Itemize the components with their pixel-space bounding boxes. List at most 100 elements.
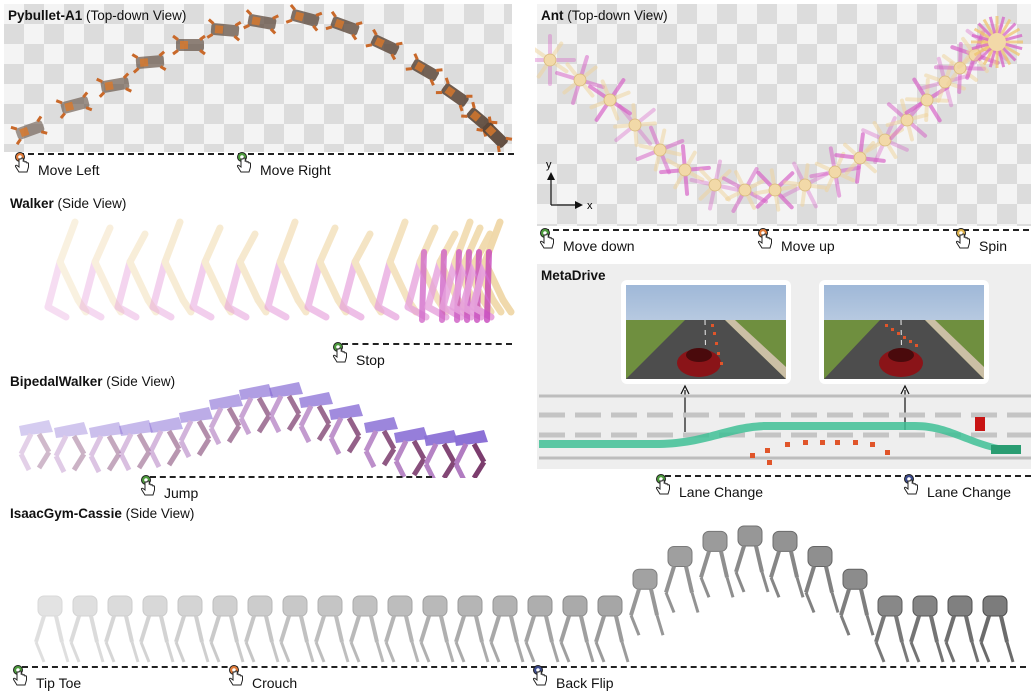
marker-label: Jump — [164, 485, 199, 501]
walker-figure — [264, 218, 310, 321]
metadrive-timeline — [665, 475, 1031, 477]
walker-sequence — [44, 218, 515, 323]
hand-pointer-icon — [653, 473, 675, 497]
a1-robot — [206, 18, 242, 42]
axis-x-label: x — [587, 200, 593, 212]
marker-label: Stop — [356, 352, 385, 368]
ant-body — [555, 55, 605, 105]
a1-robot — [55, 91, 93, 120]
bipedal-figure — [328, 404, 363, 456]
cassie-robot — [209, 595, 245, 663]
a1-robot — [243, 9, 279, 35]
ant-body — [635, 125, 685, 175]
a1-robot — [325, 10, 363, 41]
axis-y-label: y — [546, 159, 552, 171]
cassie-robot — [699, 530, 735, 598]
cassie-title: IsaacGym-Cassie (Side View) — [10, 506, 195, 521]
marker-move-down[interactable]: Move down — [537, 224, 635, 254]
hand-pointer-icon — [530, 664, 552, 688]
marker-label: Back Flip — [556, 675, 614, 691]
bipedal-figure — [118, 420, 153, 472]
a1-robot — [10, 115, 48, 146]
a1-robot — [131, 50, 167, 74]
cone — [767, 460, 772, 465]
walker-figure — [44, 218, 90, 321]
hand-pointer-icon — [226, 664, 248, 688]
a1-robot — [365, 28, 403, 61]
a1-robot — [476, 116, 513, 153]
ant-body — [613, 103, 657, 147]
marker-back-flip[interactable]: Back Flip — [530, 661, 614, 691]
pybullet-panel: Pybullet-A1 (Top-down View) Move Left Mo… — [0, 0, 520, 180]
bipedal-figure — [238, 384, 273, 436]
cone — [713, 332, 716, 335]
cone — [785, 442, 790, 447]
ant-title: Ant (Top-down View) — [541, 8, 668, 23]
hand-pointer-icon — [537, 227, 559, 251]
bipedal-figure — [88, 422, 123, 474]
hand-pointer-icon — [953, 227, 975, 251]
cassie-robot — [874, 595, 910, 663]
ant-body — [535, 34, 576, 86]
ant-body — [689, 159, 741, 211]
marker-move-up[interactable]: Move up — [755, 224, 835, 254]
walker-panel: Walker (Side View) Stop — [0, 192, 520, 368]
marker-lane-change-1[interactable]: Lane Change — [653, 470, 763, 500]
cone — [765, 448, 770, 453]
marker-stop[interactable]: Stop — [330, 338, 385, 368]
ant-body — [588, 78, 632, 122]
cone — [903, 336, 906, 339]
cone — [803, 440, 808, 445]
a1-robot — [96, 72, 132, 98]
cassie-robot — [279, 595, 315, 663]
a1-robot — [172, 34, 206, 56]
a1-robot — [285, 3, 323, 32]
marker-label: Move Left — [38, 162, 100, 178]
marker-tip-toe[interactable]: Tip Toe — [10, 661, 81, 691]
cassie-robot — [664, 546, 700, 614]
cassie-panel: IsaacGym-Cassie (Side View) Tip Toe Crou… — [0, 502, 1034, 696]
marker-spin[interactable]: Spin — [953, 224, 1007, 254]
bipedal-panel: BipedalWalker (Side View) Jump — [0, 368, 520, 501]
bipedal-figure — [18, 420, 53, 472]
walker-figure — [224, 230, 270, 321]
cassie-sequence — [34, 525, 1015, 663]
hand-pointer-icon — [755, 227, 777, 251]
a1-robot — [405, 53, 443, 86]
bipedal-figure — [423, 430, 458, 478]
marker-label: Move up — [781, 238, 835, 254]
ant-body — [659, 144, 711, 196]
camera-view-1 — [621, 280, 791, 384]
marker-jump[interactable]: Jump — [138, 471, 198, 501]
hand-pointer-icon — [12, 151, 34, 175]
marker-label: Move Right — [260, 162, 331, 178]
camera-view-2 — [819, 280, 989, 384]
marker-lane-change-2[interactable]: Lane Change — [901, 470, 1011, 500]
ant-panel: Ant (Top-down View) y x Move down Move u… — [535, 0, 1034, 256]
marker-move-right[interactable]: Move Right — [234, 148, 331, 178]
cone — [720, 362, 723, 365]
cone — [891, 328, 894, 331]
marker-crouch[interactable]: Crouch — [226, 661, 297, 691]
bipedal-figure — [363, 417, 398, 469]
walker-figure — [189, 224, 235, 321]
cassie-robot — [104, 595, 140, 663]
bipedal-figure — [298, 392, 333, 444]
cassie-robot — [909, 595, 945, 663]
cassie-robot — [979, 595, 1015, 663]
cassie-robot — [594, 595, 630, 663]
cassie-robot — [139, 595, 175, 663]
bipedal-figure — [268, 382, 303, 434]
metadrive-scene — [539, 280, 1031, 465]
cassie-robot — [69, 595, 105, 663]
walker-figure — [149, 218, 195, 321]
ant-scene — [537, 4, 1031, 226]
marker-label: Move down — [563, 238, 635, 254]
cassie-robot — [839, 568, 875, 636]
bipedal-figure — [148, 417, 183, 469]
ant-body — [753, 168, 797, 212]
cassie-robot — [804, 546, 840, 614]
cone — [885, 324, 888, 327]
marker-move-left[interactable]: Move Left — [12, 148, 99, 178]
metadrive-title: MetaDrive — [541, 268, 606, 283]
